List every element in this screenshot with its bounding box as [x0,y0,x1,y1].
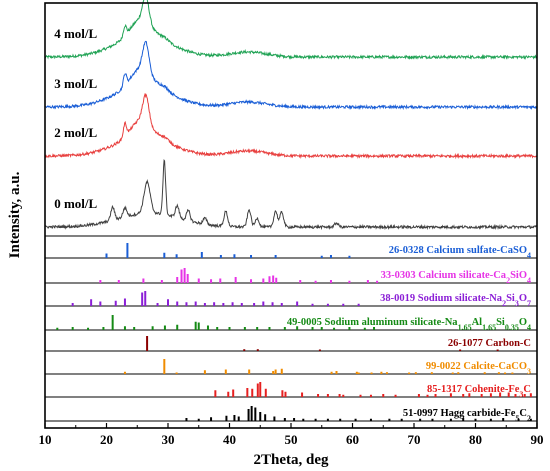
x-tick-label: 40 [223,432,236,447]
reference-pattern [146,336,499,351]
x-tick-label: 70 [408,432,421,447]
reference-pattern [214,382,532,397]
reference-label: 85-1317 Cohenite-Fe3C [427,384,531,399]
x-tick-label: 20 [100,432,113,447]
x-tick-label: 30 [162,432,175,447]
curve-label: 2 mol/L [54,125,97,140]
x-tick-label: 80 [469,432,482,447]
x-axis-title: 2Theta, deg [254,452,330,468]
x-axis-ticks: 10 20 30 40 50 60 70 80 90 [39,423,544,447]
reference-label: 26-1077 Carbon-C [448,338,531,349]
reference-pattern [105,243,351,258]
xrd-curve [44,0,538,60]
reference-label: 26-0328 Calcium sulfate-CaSO4 [389,245,531,260]
curve-label: 3 mol/L [54,76,97,91]
y-axis-title: Intensity, a.u. [7,171,23,258]
xrd-curves [44,0,538,231]
xrd-curve [44,40,538,111]
reference-patterns [56,243,532,421]
reference-pattern [99,268,379,283]
reference-label: 49-0005 Sodium aluminum silicate-Na1.65A… [287,317,531,332]
reference-label: 33-0303 Calcium silicate-Ca2SiO4 [381,270,531,285]
x-tick-label: 50 [285,432,298,447]
x-tick-label: 10 [39,432,52,447]
curve-label: 4 mol/L [54,26,97,41]
xrd-curve [44,92,538,160]
curve-label: 0 mol/L [54,196,97,211]
reference-pattern [185,406,532,421]
curve-labels: 4 mol/L 3 mol/L 2 mol/L 0 mol/L [54,26,97,211]
reference-label: 99-0022 Calcite-CaCO3 [426,361,531,376]
reference-pattern [56,315,376,330]
reference-label: 38-0019 Sodium silicate-Na2Si3O7 [380,293,531,308]
x-tick-label: 60 [346,432,359,447]
reference-pattern [71,291,360,306]
reference-labels: 26-0328 Calcium sulfate-CaSO4 33-0303 Cal… [287,245,531,423]
x-tick-label: 90 [531,432,544,447]
reference-pattern [123,359,514,374]
reference-label: 51-0997 Hagg carbide-Fe5C2 [403,408,531,423]
xrd-curve [44,159,538,231]
